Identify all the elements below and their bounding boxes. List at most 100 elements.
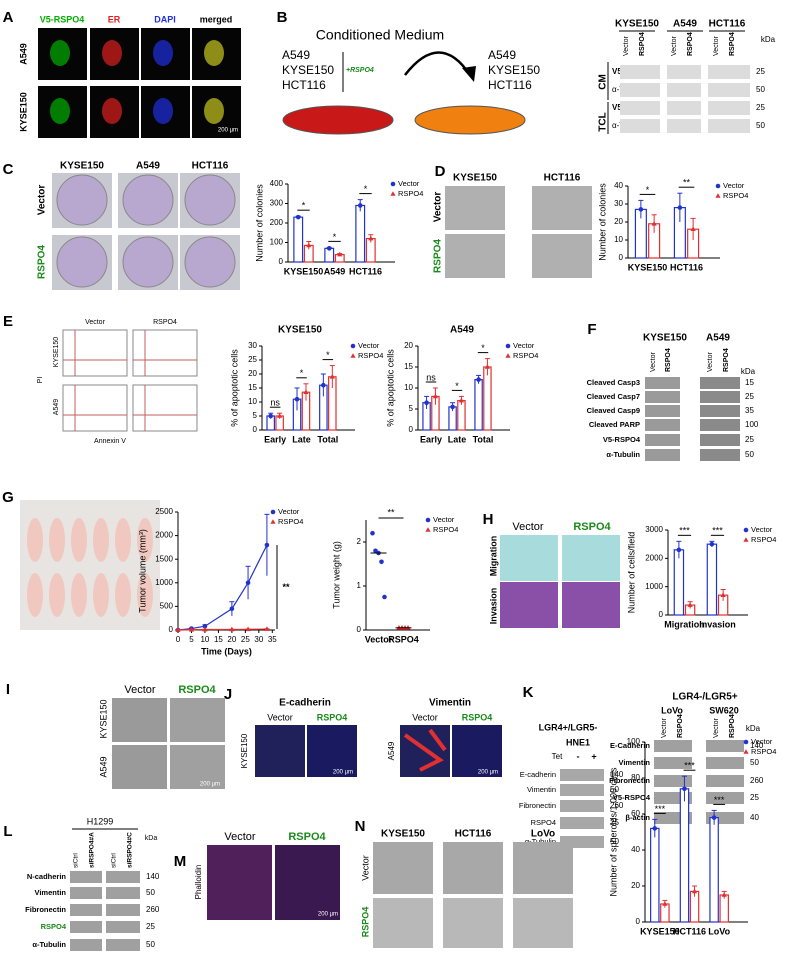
panel-letter: L <box>3 823 12 840</box>
blot-strip <box>667 65 701 79</box>
image <box>513 898 573 948</box>
well <box>122 236 174 288</box>
panel-letter: F <box>587 321 596 338</box>
well <box>184 174 236 226</box>
label: RSPO4 <box>433 239 444 273</box>
blot-strip <box>706 775 744 787</box>
label: α-Tubulin <box>32 940 66 949</box>
image <box>170 698 225 742</box>
blot-strip <box>106 904 140 916</box>
panel-letter: C <box>3 161 14 178</box>
label: 50 <box>146 888 155 897</box>
x-tick-label: 5 <box>189 635 194 644</box>
significance-label: ns <box>426 372 436 382</box>
panel-letter: D <box>435 163 446 180</box>
blot-strip <box>708 83 750 97</box>
label: 140 <box>610 770 624 779</box>
bar <box>673 549 685 616</box>
label: RSPO4 <box>288 831 326 843</box>
label: Vector <box>623 35 630 56</box>
label: RSPO4 <box>37 245 48 279</box>
label: HNE1 <box>566 737 590 747</box>
x-tick-label: RSPO4 <box>388 634 419 644</box>
legend-marker <box>350 343 356 349</box>
bar <box>483 366 492 431</box>
y-tick-label: 15 <box>404 362 413 371</box>
label: Vimentin <box>34 888 66 897</box>
mouse <box>115 518 131 562</box>
image <box>373 842 433 894</box>
flow-plot <box>62 384 128 432</box>
y-tick-label: 0 <box>279 257 284 266</box>
cell <box>204 40 224 66</box>
y-tick-label: 1000 <box>645 582 663 591</box>
significance-label: * <box>300 368 304 378</box>
label: Vector <box>661 717 668 738</box>
x-tick-label: KYSE150 <box>628 262 668 272</box>
legend-label: RSPO4 <box>751 535 776 544</box>
x-tick-label: Early <box>420 434 442 444</box>
blot-strip <box>708 101 750 115</box>
y-tick-label: 80 <box>631 773 640 782</box>
blot-strip <box>620 83 660 97</box>
legend-marker <box>743 537 749 542</box>
label: Cleaved Casp7 <box>587 392 640 401</box>
legend-label: Vector <box>433 515 455 524</box>
legend-label: Vector <box>358 341 380 350</box>
label: KYSE150 <box>98 699 108 738</box>
x-tick-label: Late <box>448 434 467 444</box>
point <box>370 530 375 536</box>
blot-strip <box>667 101 701 115</box>
legend-label: RSPO4 <box>751 747 776 756</box>
y-tick-label: 60 <box>631 809 640 818</box>
y-tick-label: 30 <box>248 341 257 350</box>
x-tick-label: 35 <box>268 635 277 644</box>
label: Fibronectin <box>25 905 66 914</box>
label: Vector <box>37 185 48 216</box>
label: Vector <box>224 831 256 843</box>
label: Fibronectin <box>609 776 650 785</box>
blot-strip <box>700 391 740 403</box>
blot-strip <box>560 784 604 796</box>
y-tick-label: 0 <box>409 425 414 434</box>
image <box>532 186 592 230</box>
bar <box>706 543 718 616</box>
mouse <box>137 573 153 617</box>
y-tick-label: 15 <box>248 383 257 392</box>
legend-marker <box>390 191 396 196</box>
blot-strip <box>70 921 102 933</box>
image <box>307 725 357 777</box>
bar <box>457 400 466 431</box>
label: Vector <box>433 192 444 223</box>
x-tick-label: 30 <box>254 635 263 644</box>
arrowhead <box>462 66 476 82</box>
blot-strip <box>700 449 740 461</box>
label: 25 <box>756 67 765 76</box>
significance-label: * <box>646 185 650 195</box>
significance-label: * <box>481 343 485 353</box>
x-axis-label: Time (Days) <box>201 646 252 656</box>
significance-label: * <box>302 201 306 211</box>
label: 140 <box>750 741 764 750</box>
label: A549 <box>18 43 28 65</box>
blot-strip <box>706 757 744 769</box>
legend-label: RSPO4 <box>433 525 458 534</box>
label: Vector <box>85 319 106 326</box>
label: HCT116 <box>709 19 746 30</box>
y-tick-label: 2 <box>357 537 362 546</box>
y-tick-label: 10 <box>248 397 257 406</box>
label: RSPO4 <box>687 32 694 56</box>
label: 200 µm <box>333 770 353 776</box>
label: 200 µm <box>478 770 498 776</box>
y-tick-label: 0 <box>357 625 362 634</box>
label: A549 <box>282 48 310 62</box>
label: 50 <box>750 758 759 767</box>
y-tick-label: 40 <box>631 845 640 854</box>
label: LoVo <box>531 829 555 840</box>
label: merged <box>200 14 233 24</box>
blot-strip <box>700 419 740 431</box>
arrow <box>404 51 472 76</box>
mouse <box>137 518 153 562</box>
blot-strip <box>560 817 604 829</box>
legend-label: Vector <box>278 507 300 516</box>
